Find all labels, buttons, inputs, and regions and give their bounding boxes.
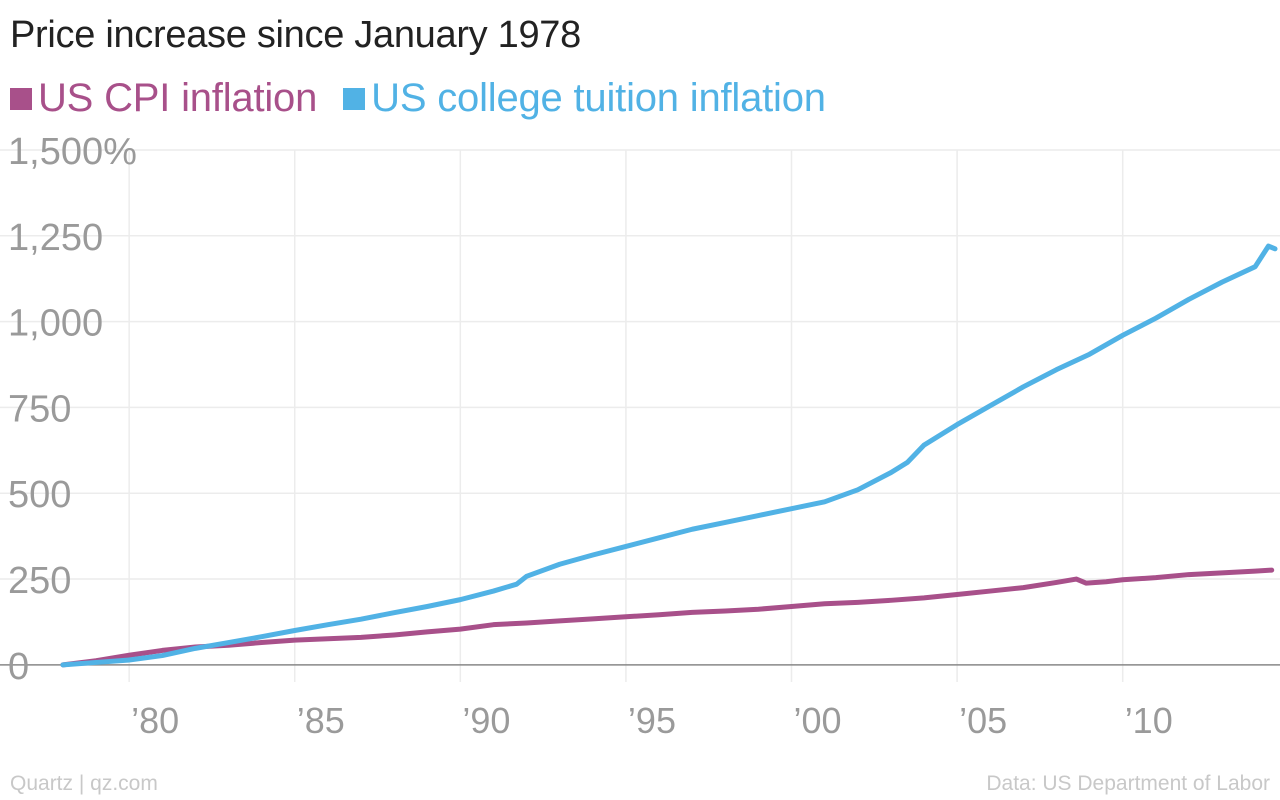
- label-layer: 0 250 500 750 1,000 1,250 1,500% ’80 ’85 ’90 ’95 ’0…: [8, 131, 1173, 741]
- legend-swatch-cpi: [10, 87, 32, 110]
- y-tick-label: 1,250: [8, 217, 103, 259]
- series-layer: [60, 243, 1278, 668]
- x-tick-label: ’10: [1125, 700, 1173, 741]
- chart-title: Price increase since January 1978: [10, 14, 581, 56]
- legend-label-tuition: US college tuition inflation: [371, 76, 826, 120]
- y-tick-label: 1,500%: [8, 131, 137, 173]
- y-tick-label: 1,000: [8, 303, 103, 345]
- x-tick-label: ’00: [794, 700, 842, 741]
- tuition-inflation-line: [60, 243, 1278, 668]
- y-tick-label: 250: [8, 560, 71, 602]
- data-source: Data: US Department of Labor: [986, 772, 1270, 795]
- x-tick-label: ’85: [297, 700, 345, 741]
- x-tick-label: ’95: [628, 700, 676, 741]
- x-tick-label: ’90: [462, 700, 510, 741]
- y-tick-label: 500: [8, 474, 71, 516]
- legend-label-cpi: US CPI inflation: [38, 76, 318, 120]
- legend-item-cpi: US CPI inflation: [10, 76, 317, 121]
- chart-legend: US CPI inflation US college tuition infl…: [10, 76, 852, 121]
- legend-swatch-tuition: [343, 87, 366, 110]
- y-tick-label: 750: [8, 388, 71, 430]
- y-tick-label: 0: [8, 646, 29, 688]
- x-tick-label: ’80: [131, 700, 179, 741]
- source-credit: Quartz | qz.com: [10, 772, 158, 795]
- cpi-inflation-line: [60, 567, 1275, 668]
- legend-item-tuition: US college tuition inflation: [343, 76, 826, 121]
- grid-layer: [0, 149, 1280, 682]
- x-tick-label: ’05: [959, 700, 1007, 741]
